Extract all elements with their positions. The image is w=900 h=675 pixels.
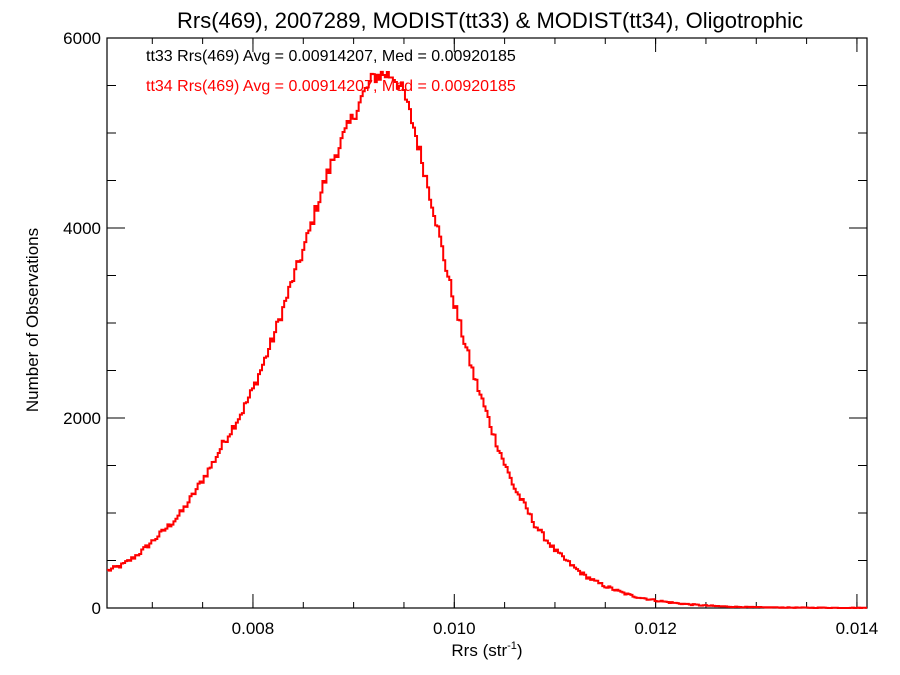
y-tick-label: 6000: [63, 29, 101, 48]
x-tick-label: 0.014: [836, 619, 879, 638]
chart-title: Rrs(469), 2007289, MODIST(tt33) & MODIST…: [177, 8, 803, 33]
x-tick-label: 0.012: [634, 619, 677, 638]
x-axis-label: Rrs (str-1): [451, 640, 522, 660]
series-line: [107, 70, 867, 609]
annotation-tt33: tt33 Rrs(469) Avg = 0.00914207, Med = 0.…: [146, 48, 516, 65]
x-tick-labels: 0.008 0.010 0.012 0.014: [232, 619, 879, 638]
x-axis-label-main: Rrs (str: [451, 641, 507, 660]
y-tick-label: 2000: [63, 409, 101, 428]
plot-frame: [106, 37, 868, 609]
axis-ticks: [107, 37, 867, 609]
annotation-tt34: tt34 Rrs(469) Avg = 0.00914207, Med = 0.…: [146, 78, 516, 95]
y-tick-label: 0: [92, 599, 101, 618]
y-tick-labels: 0 2000 4000 6000: [63, 29, 101, 618]
x-axis-label-superscript: -1: [507, 640, 517, 652]
x-tick-label: 0.008: [232, 619, 275, 638]
x-axis-label-close: ): [517, 641, 523, 660]
series-layer: [107, 70, 867, 609]
x-tick-label: 0.010: [433, 619, 476, 638]
y-tick-label: 4000: [63, 219, 101, 238]
y-axis-label: Number of Observations: [23, 228, 42, 412]
